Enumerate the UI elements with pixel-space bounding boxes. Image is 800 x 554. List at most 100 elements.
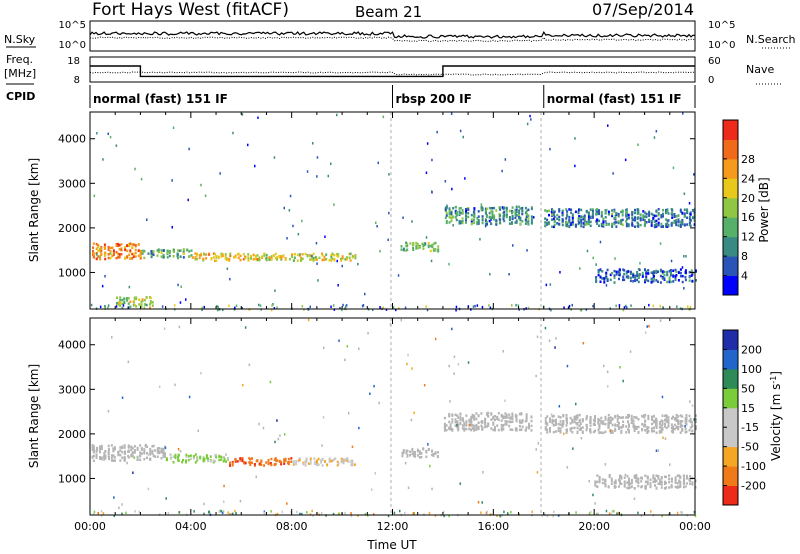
power-scatter-point bbox=[312, 256, 315, 260]
velocity-scatter-point bbox=[225, 453, 227, 456]
velocity-scatter-point bbox=[244, 461, 247, 465]
power-scatter-point bbox=[93, 194, 96, 198]
power-scatter-point bbox=[488, 206, 491, 210]
power-scatter-point bbox=[643, 221, 646, 224]
velocity-scatter-point bbox=[342, 461, 345, 465]
power-scatter-point bbox=[605, 273, 608, 276]
velocity-scatter-point bbox=[602, 422, 605, 426]
velocity-scatter-point bbox=[480, 412, 483, 415]
velocity-scatter-point bbox=[91, 446, 94, 449]
velocity-scatter-point bbox=[562, 414, 565, 418]
power-scatter-point bbox=[122, 304, 125, 307]
velocity-scatter-point bbox=[676, 474, 679, 477]
velocity-scatter-point bbox=[575, 416, 578, 419]
power-scatter-point bbox=[642, 217, 645, 220]
velocity-scatter-point bbox=[598, 431, 601, 434]
velocity-scatter-point bbox=[694, 420, 697, 424]
velocity-scatter-point bbox=[672, 426, 674, 429]
power-scatter-point bbox=[234, 255, 237, 259]
velocity-scatter-point bbox=[160, 448, 163, 452]
power-scatter-point bbox=[459, 211, 462, 215]
power-scatter-point bbox=[129, 305, 132, 308]
velocity-scatter-point bbox=[307, 462, 310, 465]
power-scatter-point bbox=[292, 224, 294, 228]
velocity-scatter-point bbox=[689, 474, 692, 478]
power-scatter-point bbox=[139, 257, 142, 260]
velocity-scatter-point bbox=[431, 449, 433, 452]
power-scatter-point bbox=[445, 211, 448, 215]
power-scatter-point bbox=[484, 218, 487, 221]
velocity-scatter-point bbox=[432, 453, 435, 456]
power-scatter-point bbox=[124, 257, 127, 260]
velocity-scatter-point bbox=[652, 480, 655, 483]
velocity-scatter-point bbox=[662, 436, 664, 439]
velocity-scatter-point bbox=[569, 422, 572, 425]
velocity-y-tick-label: 4000 bbox=[58, 339, 86, 352]
velocity-scatter-point bbox=[665, 486, 667, 489]
power-scatter-point bbox=[601, 277, 604, 280]
power-scatter-point bbox=[196, 254, 198, 257]
power-scatter-point bbox=[431, 158, 433, 162]
velocity-y-tick-label: 3000 bbox=[58, 383, 86, 396]
power-scatter-point bbox=[578, 221, 581, 224]
power-scatter-point bbox=[301, 253, 304, 256]
power-scatter-point bbox=[599, 268, 602, 272]
velocity-scatter-point bbox=[588, 512, 591, 515]
velocity-scatter-point bbox=[306, 511, 308, 514]
velocity-scatter-point bbox=[537, 442, 540, 445]
power-scatter-point bbox=[160, 251, 163, 254]
velocity-scatter-point bbox=[544, 419, 547, 423]
power-scatter-point bbox=[614, 214, 617, 218]
velocity-scatter-point bbox=[309, 462, 312, 465]
velocity-scatter-point bbox=[165, 458, 168, 461]
velocity-scatter-point bbox=[509, 428, 512, 431]
velocity-scatter-point bbox=[457, 428, 460, 432]
power-scatter-point bbox=[445, 214, 448, 217]
power-scatter-point bbox=[613, 222, 616, 226]
power-scatter-point bbox=[473, 215, 476, 219]
velocity-scatter-point bbox=[609, 431, 612, 434]
velocity-scatter-point bbox=[628, 429, 630, 432]
power-scatter-point bbox=[585, 220, 588, 224]
velocity-scatter-point bbox=[326, 463, 329, 467]
power-scatter-point bbox=[330, 162, 332, 165]
power-scatter-point bbox=[611, 214, 614, 218]
power-scatter-point bbox=[271, 304, 273, 307]
velocity-scatter-point bbox=[681, 420, 684, 423]
power-scatter-point bbox=[679, 223, 682, 226]
power-scatter-point bbox=[177, 249, 179, 252]
power-scatter-point bbox=[631, 221, 634, 225]
power-scatter-point bbox=[128, 243, 131, 246]
power-scatter-point bbox=[273, 307, 276, 310]
power-scatter-point bbox=[258, 303, 260, 307]
power-scatter-point bbox=[632, 273, 635, 276]
velocity-scatter-point bbox=[504, 412, 507, 415]
power-scatter-point bbox=[679, 268, 682, 271]
power-scatter-point bbox=[123, 300, 126, 304]
velocity-scatter-point bbox=[665, 426, 668, 430]
power-scatter-point bbox=[582, 225, 585, 229]
velocity-scatter-point bbox=[273, 463, 276, 466]
velocity-scatter-point bbox=[127, 454, 130, 458]
power-scatter-point bbox=[544, 209, 547, 212]
velocity-scatter-point bbox=[672, 415, 674, 419]
power-scatter-point bbox=[458, 221, 461, 224]
velocity-scatter-point bbox=[91, 444, 94, 447]
velocity-scatter-point bbox=[127, 446, 130, 449]
velocity-scatter-point bbox=[658, 425, 661, 429]
power-scatter-point bbox=[237, 256, 240, 260]
velocity-scatter-point bbox=[589, 416, 592, 419]
power-scatter-point bbox=[445, 220, 448, 223]
velocity-scatter-point bbox=[569, 427, 572, 430]
power-scatter-point bbox=[116, 296, 118, 299]
power-scatter-point bbox=[448, 221, 451, 224]
power-scatter-point bbox=[301, 305, 304, 308]
nsky-label: N.Sky bbox=[4, 33, 36, 46]
power-scatter-point bbox=[145, 296, 148, 299]
power-scatter-point bbox=[228, 257, 231, 261]
power-scatter-point bbox=[652, 217, 655, 220]
power-scatter-point bbox=[626, 306, 628, 309]
velocity-scatter-point bbox=[566, 428, 568, 431]
velocity-scatter-point bbox=[694, 426, 697, 429]
velocity-scatter-point bbox=[600, 431, 603, 434]
